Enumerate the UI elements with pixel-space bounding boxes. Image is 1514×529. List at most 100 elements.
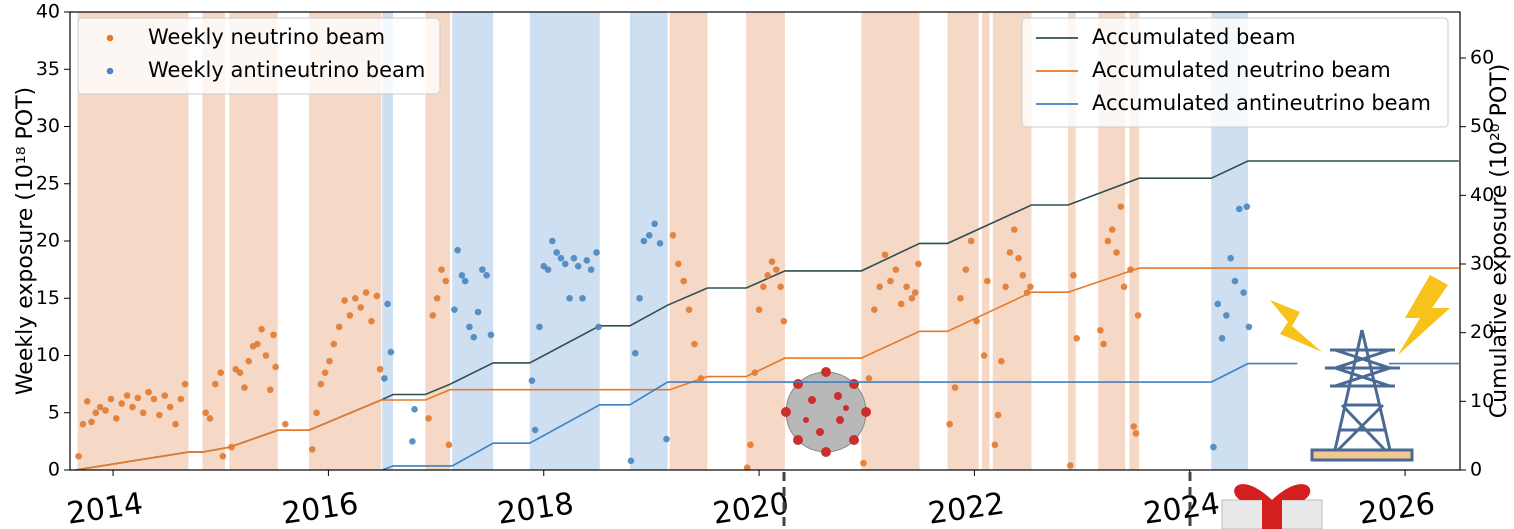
data-point	[241, 384, 248, 391]
legend-label: Accumulated beam	[1092, 25, 1296, 49]
cumulative-line	[381, 362, 1459, 470]
data-point	[438, 266, 445, 273]
legend-box	[77, 17, 441, 95]
y-tick-label: 40	[36, 1, 60, 23]
data-point	[760, 283, 767, 291]
data-point	[129, 403, 136, 411]
data-point	[282, 420, 289, 428]
data-point	[583, 257, 591, 264]
data-point	[645, 231, 653, 239]
data-point	[531, 426, 539, 434]
data-point	[669, 231, 677, 239]
data-point	[881, 251, 889, 259]
data-point	[341, 297, 348, 304]
lightning-icon	[1270, 300, 1322, 352]
data-point	[219, 452, 227, 460]
data-point	[1117, 203, 1125, 210]
beam-period-band	[861, 12, 920, 470]
data-point	[1130, 423, 1138, 430]
data-point	[445, 441, 453, 449]
data-point	[177, 395, 185, 403]
data-point	[346, 312, 354, 319]
cumulative-line	[75, 267, 1459, 470]
beam-period-band	[1129, 12, 1140, 470]
points	[75, 203, 1253, 470]
virus-icon	[781, 367, 871, 457]
data-point	[1019, 272, 1027, 279]
data-point	[1210, 443, 1217, 451]
data-point	[166, 403, 174, 411]
data-point	[1113, 249, 1120, 256]
y-tick-label: 10	[36, 344, 60, 366]
legends: Weekly neutrino beam Weekly antineutrino …	[77, 17, 1449, 128]
data-point	[1104, 237, 1112, 245]
data-point	[1223, 312, 1230, 319]
data-point	[553, 249, 560, 256]
data-point	[1027, 283, 1034, 291]
data-point	[631, 349, 639, 357]
data-point	[593, 249, 600, 256]
data-point	[134, 394, 142, 402]
data-point	[272, 363, 279, 371]
y-tick-label: 25	[36, 172, 60, 194]
data-point	[1245, 323, 1253, 331]
data-point	[381, 375, 388, 382]
data-point	[903, 283, 910, 291]
x-tick-label: 2024	[1141, 486, 1221, 529]
beam-period-band	[1068, 12, 1076, 470]
data-point	[466, 323, 473, 331]
data-point	[951, 384, 959, 391]
data-point	[587, 266, 595, 273]
y-tick-label: 35	[36, 58, 60, 80]
beam-period-band	[452, 12, 494, 470]
data-point	[549, 237, 556, 245]
data-point	[83, 398, 91, 405]
data-point	[107, 395, 115, 403]
data-point	[236, 369, 244, 376]
data-point	[1240, 289, 1247, 296]
data-point	[411, 406, 418, 413]
data-point	[768, 258, 776, 265]
data-point	[483, 272, 490, 279]
data-point	[433, 294, 441, 302]
data-point	[755, 306, 763, 314]
data-point	[1231, 277, 1239, 285]
data-point	[1132, 430, 1140, 437]
data-point	[764, 272, 771, 279]
legend-label: Accumulated antineutrino beam	[1092, 91, 1431, 115]
data-point	[544, 266, 552, 273]
data-point	[640, 237, 648, 245]
data-point	[451, 306, 458, 314]
data-point	[656, 239, 664, 247]
data-point	[1066, 462, 1074, 469]
data-point	[865, 375, 873, 382]
data-point	[112, 415, 120, 422]
data-point	[870, 306, 878, 314]
y2-tick-label: 40	[1470, 184, 1494, 206]
data-point	[118, 400, 125, 407]
data-point	[317, 380, 325, 388]
data-point	[570, 254, 578, 262]
data-point	[680, 277, 688, 285]
data-point	[574, 262, 582, 270]
data-point	[1108, 226, 1116, 233]
data-point	[561, 260, 569, 268]
data-point	[75, 452, 82, 460]
data-point	[1218, 335, 1226, 342]
data-point	[321, 369, 329, 376]
data-point	[376, 365, 384, 373]
data-point	[308, 446, 316, 453]
data-point	[973, 317, 980, 325]
data-point	[313, 409, 320, 417]
data-point	[335, 323, 343, 331]
y2-tick-label: 30	[1470, 253, 1494, 275]
data-point	[217, 369, 225, 376]
data-point	[892, 266, 900, 273]
data-point	[579, 294, 586, 302]
legend-box	[1021, 17, 1449, 128]
data-point	[206, 415, 214, 422]
data-point	[425, 415, 432, 422]
data-point	[663, 435, 670, 443]
data-point	[139, 409, 147, 417]
